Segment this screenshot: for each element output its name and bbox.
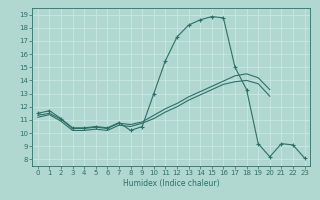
X-axis label: Humidex (Indice chaleur): Humidex (Indice chaleur) (123, 179, 220, 188)
